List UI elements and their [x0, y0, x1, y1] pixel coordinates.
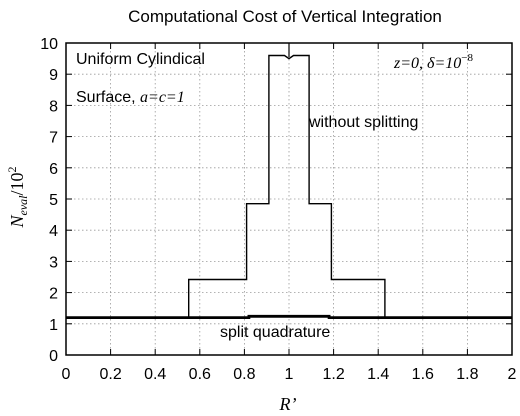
y-label-sub: eval: [16, 195, 30, 216]
annotation-z-param: z=0, δ=10−8: [393, 52, 473, 72]
x-tick-label: 1.4: [367, 366, 389, 383]
y-label-sup: 2: [5, 166, 19, 172]
y-tick-label: 9: [49, 67, 58, 84]
x-axis-label: R’: [279, 394, 297, 414]
y-tick-labels: 0 1 2 3 4 5 6 7 8 9 10: [40, 36, 58, 365]
chart-title: Computational Cost of Vertical Integrati…: [128, 7, 442, 26]
y-tick-label: 8: [49, 98, 58, 115]
x-tick-label: 0.2: [99, 366, 121, 383]
y-tick-label: 6: [49, 161, 58, 178]
x-tick-label: 0.8: [233, 366, 255, 383]
x-tick-label: 1: [285, 366, 294, 383]
y-label-rest: /10: [7, 172, 27, 195]
annotation-surface-line2: Surface, a=c=1: [76, 89, 185, 106]
y-tick-label: 7: [49, 130, 58, 147]
x-tick-label: 2: [508, 366, 517, 383]
x-tick-label: 1.8: [456, 366, 478, 383]
annotation-surface-params: a=c=1: [140, 89, 185, 106]
x-tick-label: 0: [62, 366, 71, 383]
grid: [66, 43, 512, 355]
y-label-main: N: [7, 215, 27, 229]
annotation-surface-prefix: Surface,: [76, 89, 140, 106]
x-tick-labels: 0 0.2 0.4 0.6 0.8 1 1.2 1.4 1.6 1.8 2: [62, 366, 517, 383]
y-tick-label: 3: [49, 254, 58, 271]
annotation-split-quadrature: split quadrature: [220, 324, 330, 341]
y-tick-label: 10: [40, 36, 58, 53]
annotation-without-splitting: without splitting: [308, 114, 418, 131]
annotation-surface-line1: Uniform Cylindical: [76, 51, 205, 68]
annotation-z-text: z=0, δ=10: [393, 55, 461, 72]
y-tick-label: 2: [49, 286, 58, 303]
y-tick-label: 4: [49, 223, 58, 240]
without-splitting-series: [66, 54, 512, 319]
annotation-z-exp: −8: [461, 52, 473, 64]
x-tick-label: 1.6: [412, 366, 434, 383]
y-tick-label: 0: [49, 348, 58, 365]
y-axis-label: Neval/102: [5, 166, 30, 228]
split-quadrature-series: [66, 314, 512, 320]
x-tick-label: 0.4: [144, 366, 166, 383]
x-tick-label: 1.2: [322, 366, 344, 383]
ticks: [65, 42, 513, 356]
y-tick-label: 5: [49, 192, 58, 209]
x-tick-label: 0.6: [189, 366, 211, 383]
y-tick-label: 1: [49, 317, 58, 334]
